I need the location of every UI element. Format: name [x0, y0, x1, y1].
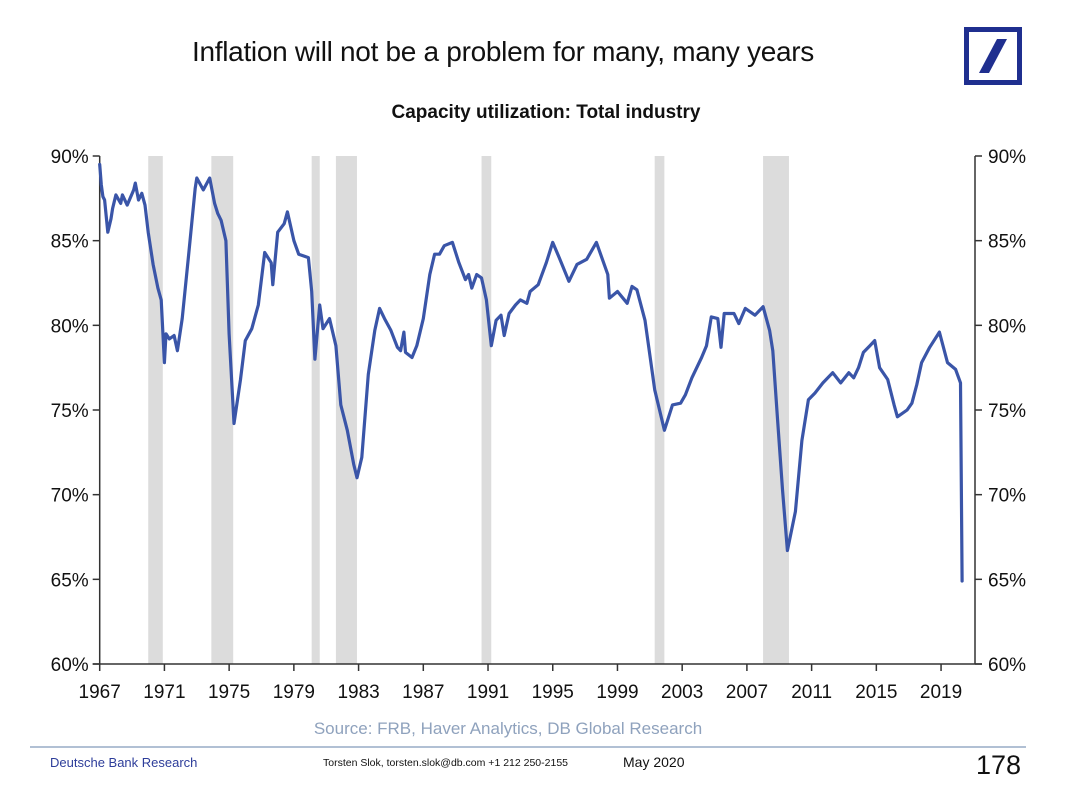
x-tick-label: 2007: [726, 682, 768, 703]
y-tick-label-right: 75%: [988, 401, 1026, 422]
y-tick-label-left: 70%: [51, 486, 89, 507]
y-tick-label-right: 90%: [988, 147, 1026, 168]
x-tick-label: 1987: [402, 682, 444, 703]
recession-band: [335, 156, 357, 664]
chart-title: Capacity utilization: Total industry: [391, 102, 701, 123]
x-tick-label: 1995: [532, 682, 574, 703]
x-tick-label: 1975: [208, 682, 250, 703]
x-tick-label: 2015: [855, 682, 897, 703]
y-tick-label-right: 85%: [988, 232, 1026, 253]
series-line-capacity-utilization: [98, 162, 964, 583]
x-tick-label: 2019: [920, 682, 962, 703]
y-tick-label-left: 65%: [51, 570, 89, 591]
recession-band: [311, 156, 320, 664]
x-tick-label: 2011: [791, 682, 832, 703]
footer-date: May 2020: [623, 754, 685, 770]
y-tick-label-right: 65%: [988, 570, 1026, 591]
x-tick-label: 1991: [467, 682, 509, 703]
footer-author-contact: Torsten Slok, torsten.slok@db.com +1 212…: [323, 757, 569, 769]
footer-divider: [30, 746, 1026, 748]
x-tick-label: 1967: [79, 682, 121, 703]
y-tick-label-left: 90%: [51, 147, 89, 168]
x-tick-label: 1971: [143, 682, 185, 703]
y-tick-label-left: 80%: [51, 316, 89, 337]
tick-labels: 60% 60% 65% 65% 70% 70% 75% 75% 80% 80% 85% 85% 90% 9…: [51, 147, 1026, 703]
recession-band: [148, 156, 163, 664]
slide-title: Inflation will not be a problem for many…: [192, 36, 814, 67]
x-tick-label: 1999: [596, 682, 638, 703]
x-tick-label: 2003: [661, 682, 703, 703]
footer-org: Deutsche Bank Research: [50, 755, 198, 770]
x-tick-label: 1983: [337, 682, 379, 703]
y-tick-label-right: 80%: [988, 316, 1026, 337]
series-layer: [98, 162, 964, 583]
y-tick-label-left: 75%: [51, 401, 89, 422]
axes: [92, 155, 982, 671]
y-tick-label-right: 60%: [988, 655, 1026, 676]
x-tick-label: 1979: [273, 682, 315, 703]
y-tick-label-left: 85%: [51, 232, 89, 253]
page-number: 178: [976, 750, 1022, 780]
y-tick-label-left: 60%: [51, 655, 89, 676]
y-tick-label-right: 70%: [988, 486, 1026, 507]
source-note: Source: FRB, Haver Analytics, DB Global …: [313, 719, 703, 738]
recession-band: [481, 156, 492, 664]
deutsche-bank-logo-icon: [964, 27, 1022, 85]
recession-bands: [148, 156, 789, 664]
